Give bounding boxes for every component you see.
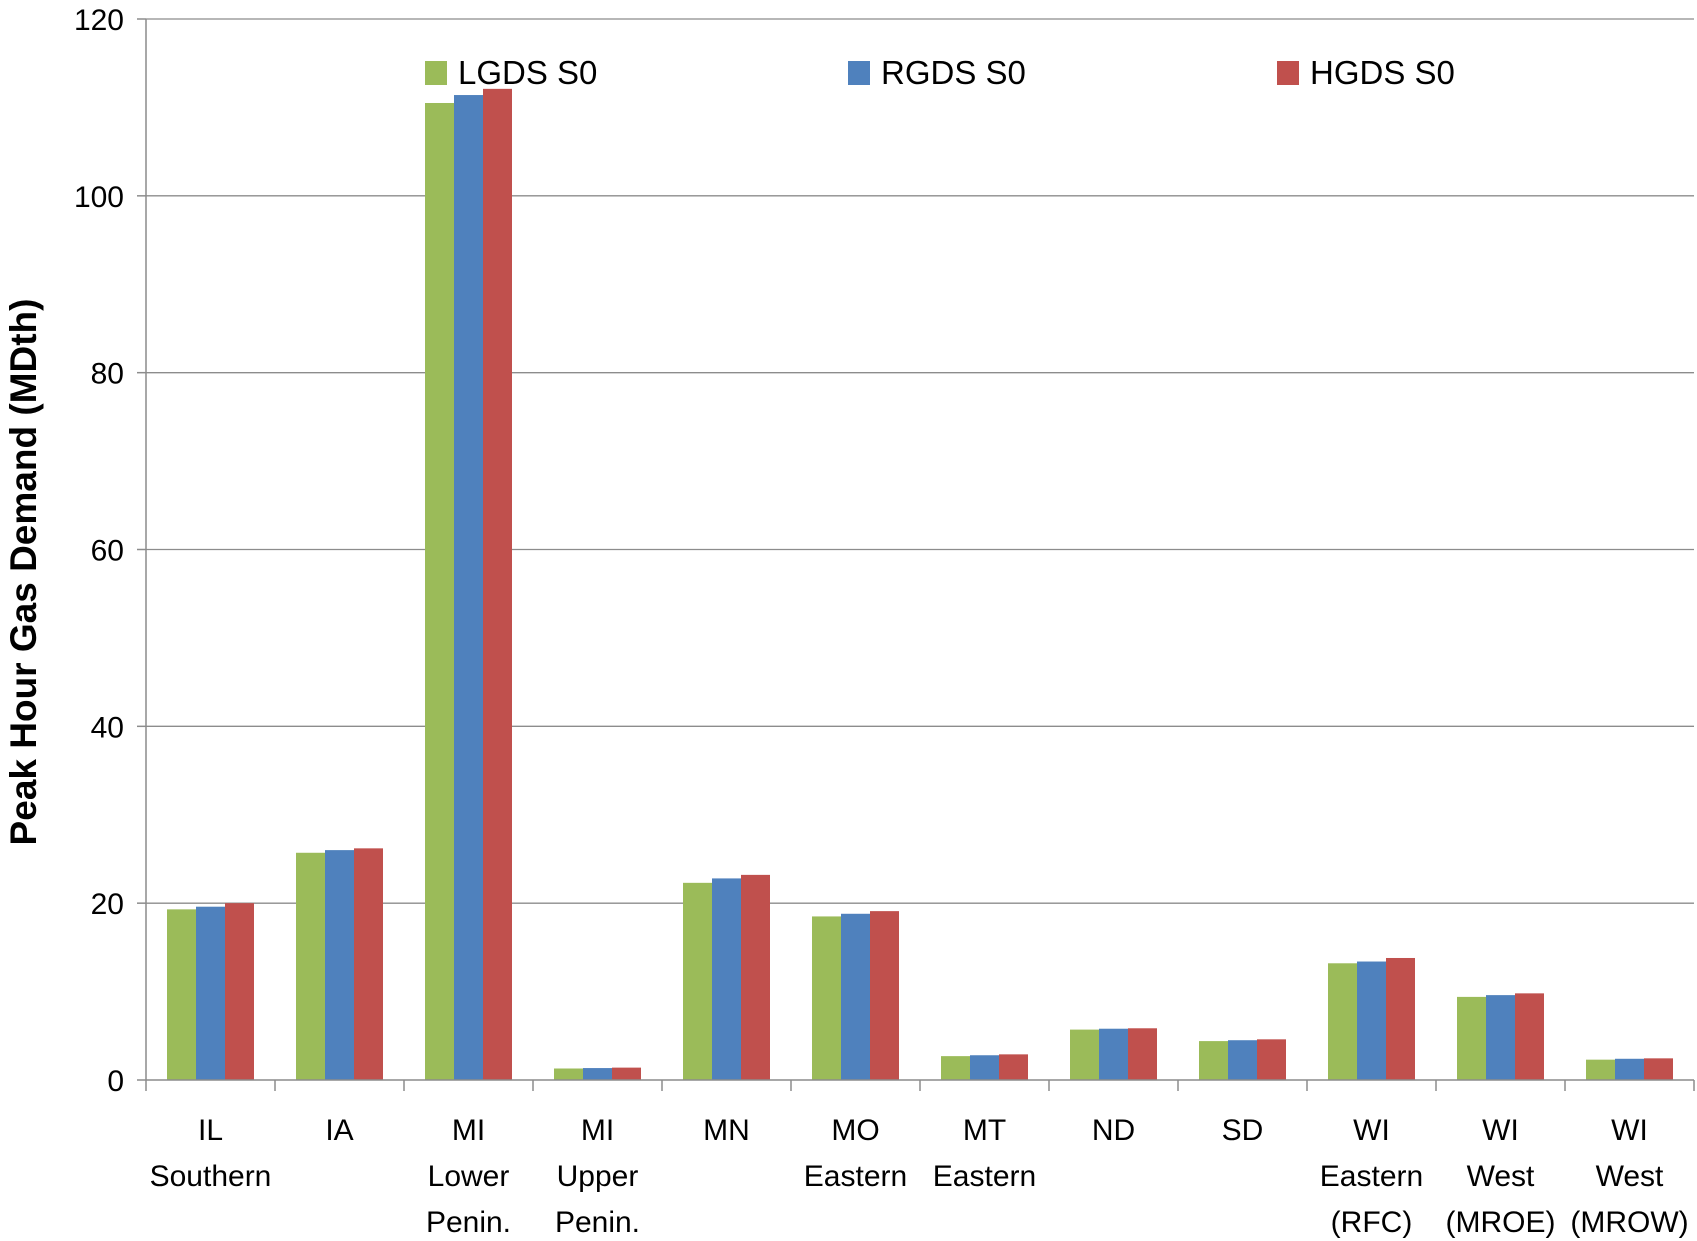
y-tick-label: 60 bbox=[91, 535, 124, 568]
x-category-label-line: ND bbox=[1092, 1114, 1135, 1147]
x-category-label-line: WI bbox=[1353, 1114, 1390, 1147]
y-tick-label: 40 bbox=[91, 711, 124, 744]
x-category-label: MT Eastern bbox=[933, 1114, 1036, 1193]
legend-swatch bbox=[1277, 61, 1299, 85]
bar-hgds-s0 bbox=[1386, 957, 1415, 1080]
x-category-label-line: MT bbox=[963, 1114, 1006, 1147]
bar-lgds-s0 bbox=[296, 852, 325, 1080]
bar-hgds-s0 bbox=[1128, 1028, 1157, 1080]
bar-lgds-s0 bbox=[167, 909, 196, 1080]
x-category-label: MO Eastern bbox=[804, 1114, 907, 1193]
legend-swatch bbox=[848, 61, 870, 85]
bar-rgds-s0 bbox=[712, 878, 741, 1080]
legend-swatch bbox=[425, 61, 447, 85]
y-tick-label: 100 bbox=[74, 181, 124, 214]
bar-rgds-s0 bbox=[325, 850, 354, 1080]
bar-lgds-s0 bbox=[554, 1068, 583, 1080]
y-tick-labels: 0 20 40 60 80 100 120 bbox=[74, 4, 124, 1098]
x-category-label-line: (MROE) bbox=[1446, 1206, 1556, 1239]
bar-rgds-s0 bbox=[1228, 1040, 1257, 1080]
bar-hgds-s0 bbox=[1515, 993, 1544, 1080]
x-category-label-line: MI bbox=[581, 1114, 614, 1147]
bar-rgds-s0 bbox=[1357, 961, 1386, 1080]
axes bbox=[137, 18, 1695, 1091]
x-category-label-line: WI bbox=[1482, 1114, 1519, 1147]
bar-lgds-s0 bbox=[812, 916, 841, 1080]
x-category-label-line: IA bbox=[325, 1114, 353, 1147]
y-tick-label: 0 bbox=[107, 1065, 124, 1098]
legend-label: LGDS S0 bbox=[458, 54, 597, 91]
bar-hgds-s0 bbox=[1644, 1058, 1673, 1080]
bar-rgds-s0 bbox=[454, 95, 483, 1080]
x-category-label-line: MI bbox=[452, 1114, 485, 1147]
bar-rgds-s0 bbox=[1486, 995, 1515, 1080]
bar-lgds-s0 bbox=[1328, 963, 1357, 1080]
x-category-label: WI Eastern (RFC) bbox=[1320, 1114, 1423, 1239]
x-category-label-line: MO bbox=[831, 1114, 879, 1147]
bar-lgds-s0 bbox=[1586, 1059, 1615, 1080]
x-category-label-line: MN bbox=[703, 1114, 750, 1147]
x-category-label-line: Eastern bbox=[1320, 1160, 1423, 1193]
bar-hgds-s0 bbox=[483, 88, 512, 1080]
x-category-label-line: (RFC) bbox=[1331, 1206, 1413, 1239]
x-category-label: WI West (MROW) bbox=[1570, 1114, 1688, 1239]
bar-hgds-s0 bbox=[741, 874, 770, 1080]
bar-lgds-s0 bbox=[1070, 1029, 1099, 1080]
legend-label: RGDS S0 bbox=[881, 54, 1026, 91]
x-category-label-line: SD bbox=[1222, 1114, 1264, 1147]
x-category-label-line: Eastern bbox=[804, 1160, 907, 1193]
bar-hgds-s0 bbox=[612, 1067, 641, 1080]
bar-lgds-s0 bbox=[683, 882, 712, 1080]
x-category-label: IA bbox=[325, 1114, 353, 1147]
y-tick-label: 20 bbox=[91, 888, 124, 921]
bar-lgds-s0 bbox=[425, 102, 454, 1080]
x-category-label-line: Penin. bbox=[426, 1206, 511, 1239]
x-category-label: MI Upper Penin. bbox=[555, 1114, 640, 1239]
bar-lgds-s0 bbox=[941, 1056, 970, 1080]
bar-hgds-s0 bbox=[870, 911, 899, 1080]
gridlines bbox=[146, 18, 1694, 904]
x-category-label: MI Lower Penin. bbox=[426, 1114, 511, 1239]
x-category-label-line: Southern bbox=[150, 1160, 272, 1193]
x-category-label-line: Upper bbox=[557, 1160, 639, 1193]
bar-lgds-s0 bbox=[1199, 1041, 1228, 1080]
bar-hgds-s0 bbox=[225, 903, 254, 1080]
x-category-label-line: IL bbox=[198, 1114, 223, 1147]
bar-hgds-s0 bbox=[1257, 1039, 1286, 1080]
bar-rgds-s0 bbox=[583, 1068, 612, 1080]
bar-rgds-s0 bbox=[1615, 1058, 1644, 1080]
x-category-label-line: Penin. bbox=[555, 1206, 640, 1239]
bar-lgds-s0 bbox=[1457, 996, 1486, 1080]
bars bbox=[167, 88, 1673, 1080]
bar-rgds-s0 bbox=[841, 913, 870, 1080]
y-tick-label: 80 bbox=[91, 358, 124, 391]
x-category-labels: IL Southern IA MI Lower Penin. MI Upper Penin. MN… bbox=[150, 1114, 1689, 1239]
bar-hgds-s0 bbox=[354, 848, 383, 1080]
y-tick-label: 120 bbox=[74, 4, 124, 37]
x-category-label: ND bbox=[1092, 1114, 1135, 1147]
legend: LGDS S0 RGDS S0 HGDS S0 bbox=[425, 54, 1455, 91]
bar-rgds-s0 bbox=[1099, 1028, 1128, 1080]
x-category-label-line: West bbox=[1467, 1160, 1535, 1193]
x-category-label: SD bbox=[1222, 1114, 1264, 1147]
bar-rgds-s0 bbox=[196, 906, 225, 1080]
x-category-label: IL Southern bbox=[150, 1114, 272, 1193]
bar-hgds-s0 bbox=[999, 1054, 1028, 1080]
y-axis-label: Peak Hour Gas Demand (MDth) bbox=[3, 299, 44, 846]
legend-label: HGDS S0 bbox=[1310, 54, 1455, 91]
x-category-label-line: WI bbox=[1611, 1114, 1648, 1147]
x-category-label-line: West bbox=[1596, 1160, 1664, 1193]
x-category-label: MN bbox=[703, 1114, 750, 1147]
bar-rgds-s0 bbox=[970, 1055, 999, 1080]
x-category-label-line: Eastern bbox=[933, 1160, 1036, 1193]
x-category-label-line: (MROW) bbox=[1570, 1206, 1688, 1239]
x-category-label-line: Lower bbox=[428, 1160, 510, 1193]
x-category-label: WI West (MROE) bbox=[1446, 1114, 1556, 1239]
